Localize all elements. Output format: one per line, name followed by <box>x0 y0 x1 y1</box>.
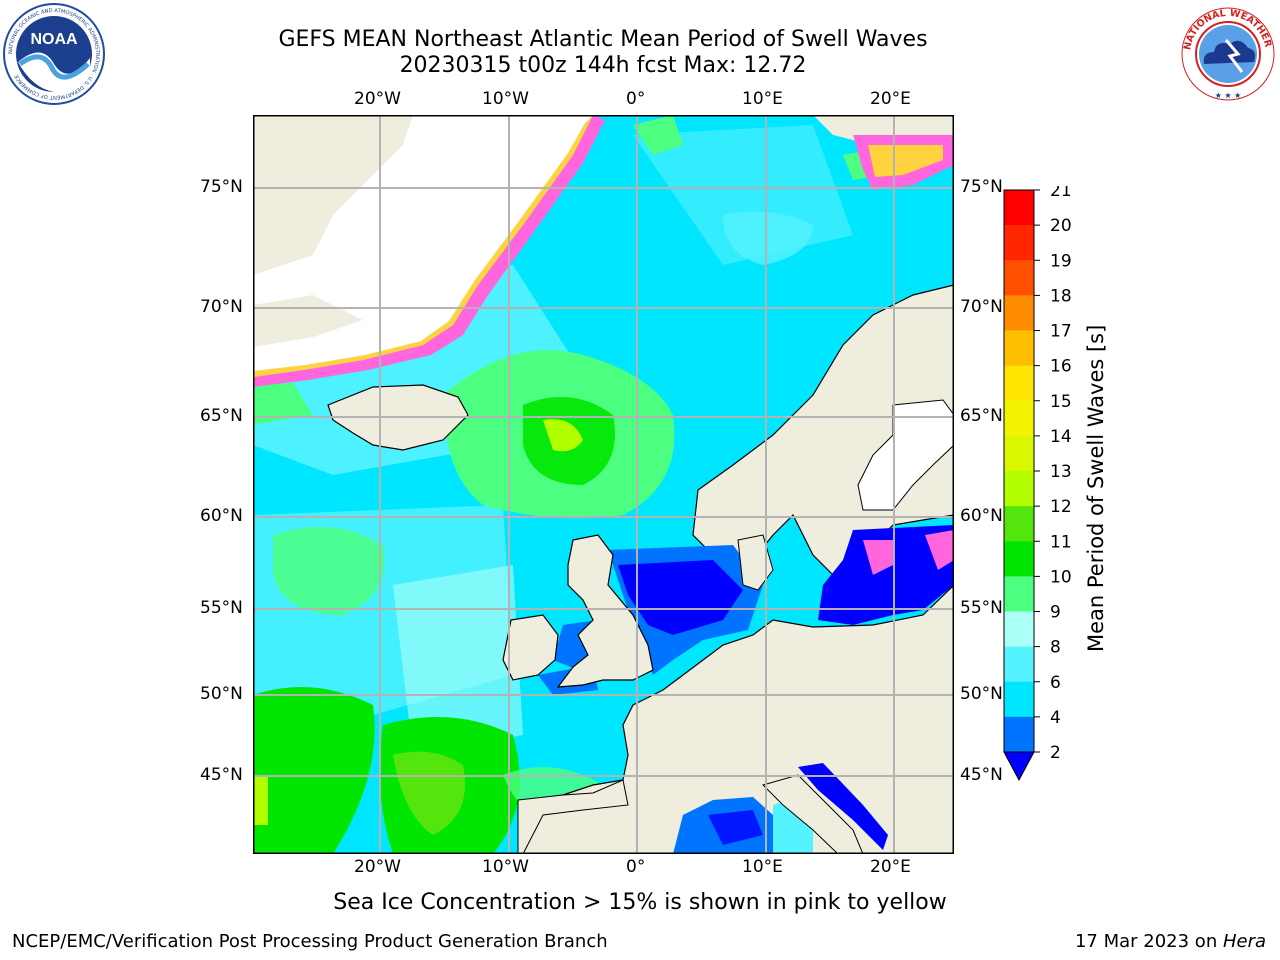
map-panel <box>253 115 954 854</box>
colorbar-segment <box>1004 295 1034 331</box>
colorbar-segment <box>1004 576 1034 612</box>
lat-label-right: 75°N <box>960 177 1003 197</box>
colorbar-tick-label: 11 <box>1050 532 1072 552</box>
colorbar-tick-label: 2 <box>1050 743 1061 763</box>
colorbar-tick-label: 20 <box>1050 216 1072 236</box>
colorbar-tick-label: 17 <box>1050 322 1072 342</box>
lat-label-left: 70°N <box>200 297 243 317</box>
colorbar-segment <box>1004 716 1034 753</box>
colorbar-tick-label: 8 <box>1050 638 1061 658</box>
colorbar-extend-arrow <box>1003 751 1035 782</box>
lon-label-bottom: 20°E <box>870 857 911 877</box>
great-britain <box>556 534 654 688</box>
footer-host: Hera <box>1222 931 1266 952</box>
lon-label-top: 20°E <box>870 89 911 109</box>
colorbar-segment <box>1004 681 1034 718</box>
noaa-logo-text: NOAA <box>30 31 78 48</box>
colorbar-segment <box>1004 400 1034 437</box>
lat-label-right: 65°N <box>960 406 1003 426</box>
lat-label-left: 75°N <box>200 177 243 197</box>
colorbar-tick-label: 19 <box>1050 251 1072 271</box>
colorbar-tick-label: 14 <box>1050 427 1072 447</box>
colorbar-segment <box>1004 190 1034 226</box>
lat-label-right: 45°N <box>960 765 1003 785</box>
colorbar-tick-label: 21 <box>1050 186 1072 201</box>
colorbar-tick-label: 13 <box>1050 462 1072 482</box>
lat-label-right: 70°N <box>960 297 1003 317</box>
lat-label-left: 45°N <box>200 765 243 785</box>
colorbar-segment <box>1004 330 1034 367</box>
lat-label-left: 55°N <box>200 598 243 618</box>
lon-label-bottom: 10°W <box>482 857 529 877</box>
map-frame <box>253 115 954 854</box>
lon-label-top: 10°E <box>742 89 783 109</box>
colorbar-tick-label: 18 <box>1050 286 1072 306</box>
colorbar-tick-label: 9 <box>1050 603 1061 623</box>
colorbar-segment <box>1004 646 1034 683</box>
caption: Sea Ice Concentration > 15% is shown in … <box>333 890 947 915</box>
lat-label-right: 55°N <box>960 598 1003 618</box>
colorbar-tick-label: 10 <box>1050 567 1072 587</box>
chart-subtitle: 20230315 t00z 144h fcst Max: 12.72 <box>399 53 807 78</box>
lat-label-right: 60°N <box>960 506 1003 526</box>
colorbar-segment <box>1004 611 1034 648</box>
lon-label-top: 20°W <box>354 89 401 109</box>
colorbar-segment <box>1004 541 1034 577</box>
colorbar: 2 4 6 8 9 10 11 12 13 14 15 16 17 18 19 20 21 <box>1003 186 1072 782</box>
colorbar-segment <box>1004 365 1034 402</box>
colorbar-segment <box>1004 260 1034 296</box>
colorbar-segment <box>1004 225 1034 261</box>
colorbar-tick-label: 6 <box>1050 673 1061 693</box>
colorbar-label: Mean Period of Swell Waves [s] <box>1084 324 1108 652</box>
colorbar-segment <box>1004 435 1034 472</box>
lat-label-left: 50°N <box>200 684 243 704</box>
footer-credit: NCEP/EMC/Verification Post Processing Pr… <box>12 931 608 952</box>
colorbar-tick-label: 12 <box>1050 497 1072 517</box>
colorbar-tick-label: 4 <box>1050 708 1061 728</box>
chart-title: GEFS MEAN Northeast Atlantic Mean Period… <box>278 27 928 52</box>
svg-text:★ ★ ★: ★ ★ ★ <box>1215 91 1242 100</box>
ireland <box>502 614 559 681</box>
noaa-logo: NOAA NATIONAL OCEANIC AND ATMOSPHERIC AD… <box>3 3 105 105</box>
colorbar-tick-label: 16 <box>1050 357 1072 377</box>
lat-label-left: 65°N <box>200 406 243 426</box>
footer-date: 17 Mar 2023 on Hera <box>1075 931 1266 952</box>
lon-label-top: 0° <box>626 89 646 109</box>
graticule <box>253 115 954 854</box>
footer-date-text: 17 Mar 2023 on <box>1074 931 1223 952</box>
nws-logo: NATIONAL WEATHER SERVICE ★ ★ ★ <box>1180 6 1275 101</box>
lat-label-left: 60°N <box>200 506 243 526</box>
lat-label-right: 50°N <box>960 684 1003 704</box>
lon-label-top: 10°W <box>482 89 529 109</box>
colorbar-segment <box>1004 471 1034 507</box>
lon-label-bottom: 10°E <box>742 857 783 877</box>
lon-label-bottom: 0° <box>626 857 646 877</box>
colorbar-tick-label: 15 <box>1050 392 1072 412</box>
colorbar-segment <box>1004 506 1034 542</box>
lon-label-bottom: 20°W <box>354 857 401 877</box>
